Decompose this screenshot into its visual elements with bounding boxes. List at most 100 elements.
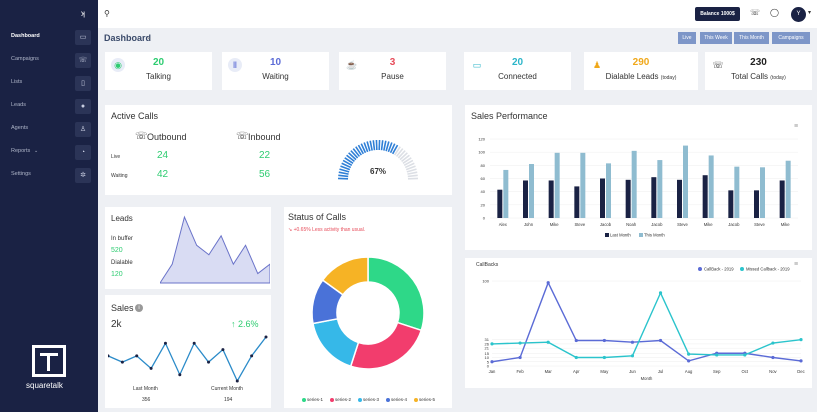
sidebar-item-reports[interactable]: Reports ⌄ ◔ (0, 143, 98, 163)
stat-value: 230 (750, 57, 767, 68)
stat-sublabel: (today) (660, 75, 677, 81)
bar-this-month[interactable] (503, 169, 509, 218)
donut-slice-series-1[interactable] (367, 256, 425, 332)
donut-slice-series-3[interactable] (312, 317, 360, 368)
data-point[interactable] (771, 355, 775, 360)
filter-this-month[interactable]: This Month (734, 32, 769, 44)
sidebar-item-settings[interactable]: Settings ✲ (0, 166, 98, 186)
bar-last-month[interactable] (677, 179, 682, 218)
data-point[interactable] (574, 355, 578, 360)
data-point[interactable] (546, 281, 550, 285)
bar-last-month[interactable] (625, 179, 631, 218)
menu-icon[interactable]: ≡ (794, 261, 799, 268)
data-point[interactable] (743, 353, 747, 357)
sidebar-item-leads[interactable]: Leads ● (0, 97, 98, 117)
search-icon[interactable]: ⚲ (104, 9, 110, 18)
bar-this-month[interactable] (606, 163, 611, 218)
stat-card-total-calls[interactable]: ☏ 230 Total Calls (today) (705, 52, 812, 90)
sidebar-item-label: Campaigns (11, 56, 39, 62)
filter-live[interactable]: Live (678, 32, 696, 44)
info-icon[interactable]: i (135, 304, 143, 312)
gauge-tick (338, 174, 349, 178)
x-tick-label: Jacob (600, 222, 612, 227)
inbound-label: Inbound (248, 132, 281, 142)
stat-sublabel: (today) (770, 75, 786, 81)
bar-last-month[interactable] (574, 186, 580, 218)
data-point[interactable] (518, 341, 522, 345)
chevron-down-icon[interactable]: ▾ (808, 10, 812, 16)
donut-slice-series-2[interactable] (349, 321, 423, 370)
data-point[interactable] (687, 352, 691, 356)
bar-this-month[interactable] (554, 152, 560, 218)
stat-label-row: Dialable Leads (today) (584, 72, 698, 81)
sidebar-item-lists[interactable]: Lists ▯ (0, 74, 98, 94)
bar-last-month[interactable] (728, 190, 734, 218)
stat-card-talking[interactable]: ◉ 20 Talking (105, 52, 212, 90)
bar-last-month[interactable] (548, 180, 554, 218)
donut-slice-series-5[interactable] (321, 256, 369, 296)
gauge-tick (383, 140, 387, 151)
chat-bubble-icon[interactable]: ◯ (770, 8, 779, 17)
data-point[interactable] (715, 353, 719, 357)
bar-this-month[interactable] (734, 166, 740, 218)
bar-last-month[interactable] (600, 178, 605, 219)
data-point[interactable] (574, 338, 578, 343)
in-buffer-value: 520 (111, 247, 123, 254)
data-point[interactable] (658, 291, 663, 295)
stat-value: 290 (632, 57, 650, 68)
chevron-down-icon[interactable]: ⌄ (146, 34, 152, 41)
data-point[interactable] (518, 355, 522, 360)
data-point[interactable] (799, 338, 803, 342)
data-point[interactable] (630, 340, 635, 344)
page-title: Dashboard (104, 33, 152, 43)
data-point[interactable] (630, 354, 635, 358)
x-tick-label: John (524, 222, 534, 227)
bar-last-month[interactable] (651, 177, 657, 218)
stat-card-connected[interactable]: ▭ 20 Connected (464, 52, 571, 90)
stat-card-pause[interactable]: ☕ 3 Pause (339, 52, 446, 90)
data-point[interactable] (602, 355, 606, 360)
bar-last-month[interactable] (779, 180, 785, 218)
filter-this-week[interactable]: This Week (700, 32, 732, 44)
bar-last-month[interactable] (754, 190, 759, 218)
bar-this-month[interactable] (683, 145, 688, 218)
stat-card-dialable-leads[interactable]: ♟ 290 Dialable Leads (today) (584, 52, 698, 90)
sparkline-point (235, 379, 239, 383)
gauge-tick (342, 159, 353, 167)
data-point[interactable] (771, 341, 775, 345)
y-tick-label: 20 (481, 202, 486, 207)
bar-this-month[interactable] (580, 152, 586, 218)
data-point[interactable] (658, 338, 663, 343)
bar-this-month[interactable] (785, 160, 791, 218)
data-point[interactable] (490, 342, 494, 346)
stat-card-waiting[interactable]: Ⅱ 10 Waiting (222, 52, 329, 90)
menu-icon[interactable]: ≡ (794, 123, 799, 130)
squaretalk-logo: squaretalk (26, 345, 72, 393)
y-tick-label: 26 (485, 341, 490, 346)
bar-this-month[interactable] (657, 160, 663, 218)
bar-last-month[interactable] (702, 175, 708, 218)
bar-this-month[interactable] (708, 155, 714, 218)
data-point[interactable] (799, 359, 803, 363)
bar-this-month[interactable] (760, 167, 765, 218)
data-point[interactable] (546, 340, 550, 344)
bar-this-month[interactable] (529, 164, 534, 218)
sidebar-item-campaigns[interactable]: Campaigns ☏ (0, 51, 98, 71)
data-point[interactable] (490, 360, 494, 364)
gauge-tick (391, 144, 399, 155)
stat-label: Talking (146, 72, 171, 81)
current-month-value: 194 (224, 397, 233, 403)
data-point[interactable] (687, 359, 691, 363)
bar-last-month[interactable] (523, 180, 528, 218)
sidebar-item-agents[interactable]: Agents ♙ (0, 120, 98, 140)
bar-this-month[interactable] (631, 150, 637, 218)
user-avatar[interactable]: Y (791, 7, 806, 22)
filter-campaigns[interactable]: Campaigns (772, 32, 810, 44)
phone-missed-icon[interactable]: ☏ (750, 8, 761, 17)
bar-last-month[interactable] (497, 189, 503, 218)
outbound-live-value: 24 (157, 150, 169, 161)
gauge-tick (407, 171, 418, 175)
balance-button[interactable]: Balance 1000$ (695, 7, 740, 21)
sidebar-item-dashboard[interactable]: Dashboard ▭ (0, 28, 98, 48)
data-point[interactable] (602, 338, 606, 343)
